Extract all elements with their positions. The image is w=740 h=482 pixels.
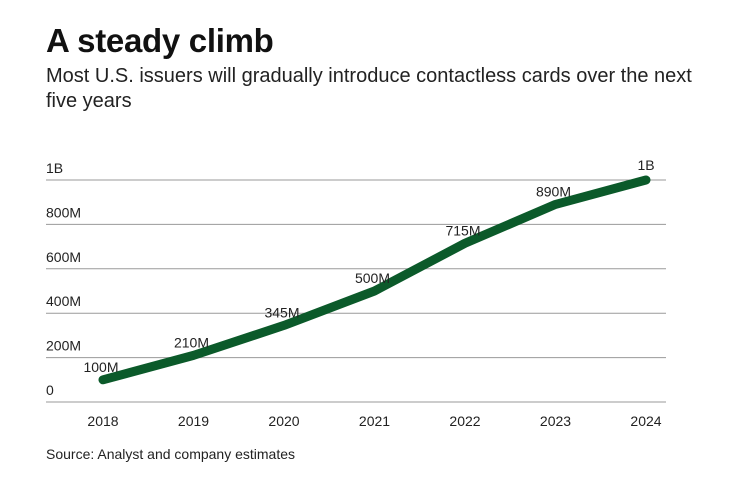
data-label: 500M — [355, 270, 390, 286]
x-tick-label: 2024 — [630, 413, 661, 429]
data-label: 100M — [83, 359, 118, 375]
x-tick-label: 2023 — [540, 413, 571, 429]
y-tick-label: 400M — [46, 293, 81, 309]
chart-subtitle: Most U.S. issuers will gradually introdu… — [46, 65, 692, 112]
x-tick-label: 2021 — [359, 413, 390, 429]
data-label: 1B — [637, 157, 654, 173]
series-line — [98, 175, 651, 385]
x-tick-label: 2018 — [87, 413, 118, 429]
y-tick-label: 1B — [46, 160, 63, 176]
data-label: 890M — [536, 183, 571, 199]
source-note: Source: Analyst and company estimates — [46, 446, 296, 462]
y-tick-label: 600M — [46, 249, 81, 265]
data-label: 210M — [174, 334, 209, 350]
data-label: 715M — [445, 222, 480, 238]
y-tick-label: 0 — [46, 382, 54, 398]
y-tick-label: 800M — [46, 204, 81, 220]
chart-title: A steady climb — [46, 22, 274, 59]
x-tick-label: 2022 — [449, 413, 480, 429]
data-label: 345M — [264, 304, 299, 320]
x-tick-label: 2020 — [268, 413, 299, 429]
x-tick-label: 2019 — [178, 413, 209, 429]
y-tick-label: 200M — [46, 338, 81, 354]
